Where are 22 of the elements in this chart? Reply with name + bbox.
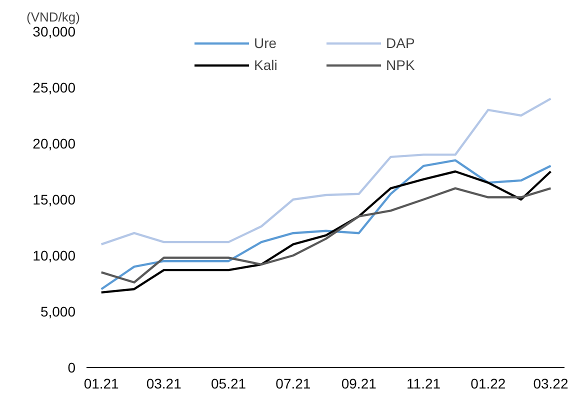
line-series xyxy=(100,98,552,246)
y-axis-title: (VND/kg) xyxy=(26,10,80,24)
y-tick-label: 20,000 xyxy=(32,136,76,152)
y-tick-label: 30,000 xyxy=(32,24,76,40)
legend-label: Kali xyxy=(254,57,278,73)
legend-label: DAP xyxy=(386,35,416,51)
x-tick-label: 03.22 xyxy=(533,376,568,392)
y-tick-label: 5,000 xyxy=(40,304,76,320)
x-tick-label: 07.21 xyxy=(276,376,311,392)
y-tick-label: 25,000 xyxy=(32,80,76,96)
x-tick-label: 11.21 xyxy=(406,376,441,392)
legend-label: Ure xyxy=(254,35,278,51)
x-tick-label: 03.21 xyxy=(146,376,182,392)
legend-label: NPK xyxy=(386,57,416,73)
line-series xyxy=(100,187,552,284)
x-tick-label: 01.21 xyxy=(84,376,120,392)
x-tick-label: 01.22 xyxy=(470,376,506,392)
y-tick-label: 15,000 xyxy=(32,192,76,208)
y-tick-label: 10,000 xyxy=(32,248,76,264)
x-tick-label: 09.21 xyxy=(341,376,377,392)
y-tick-label: 0 xyxy=(68,360,76,376)
x-tick-label: 05.21 xyxy=(211,376,246,392)
